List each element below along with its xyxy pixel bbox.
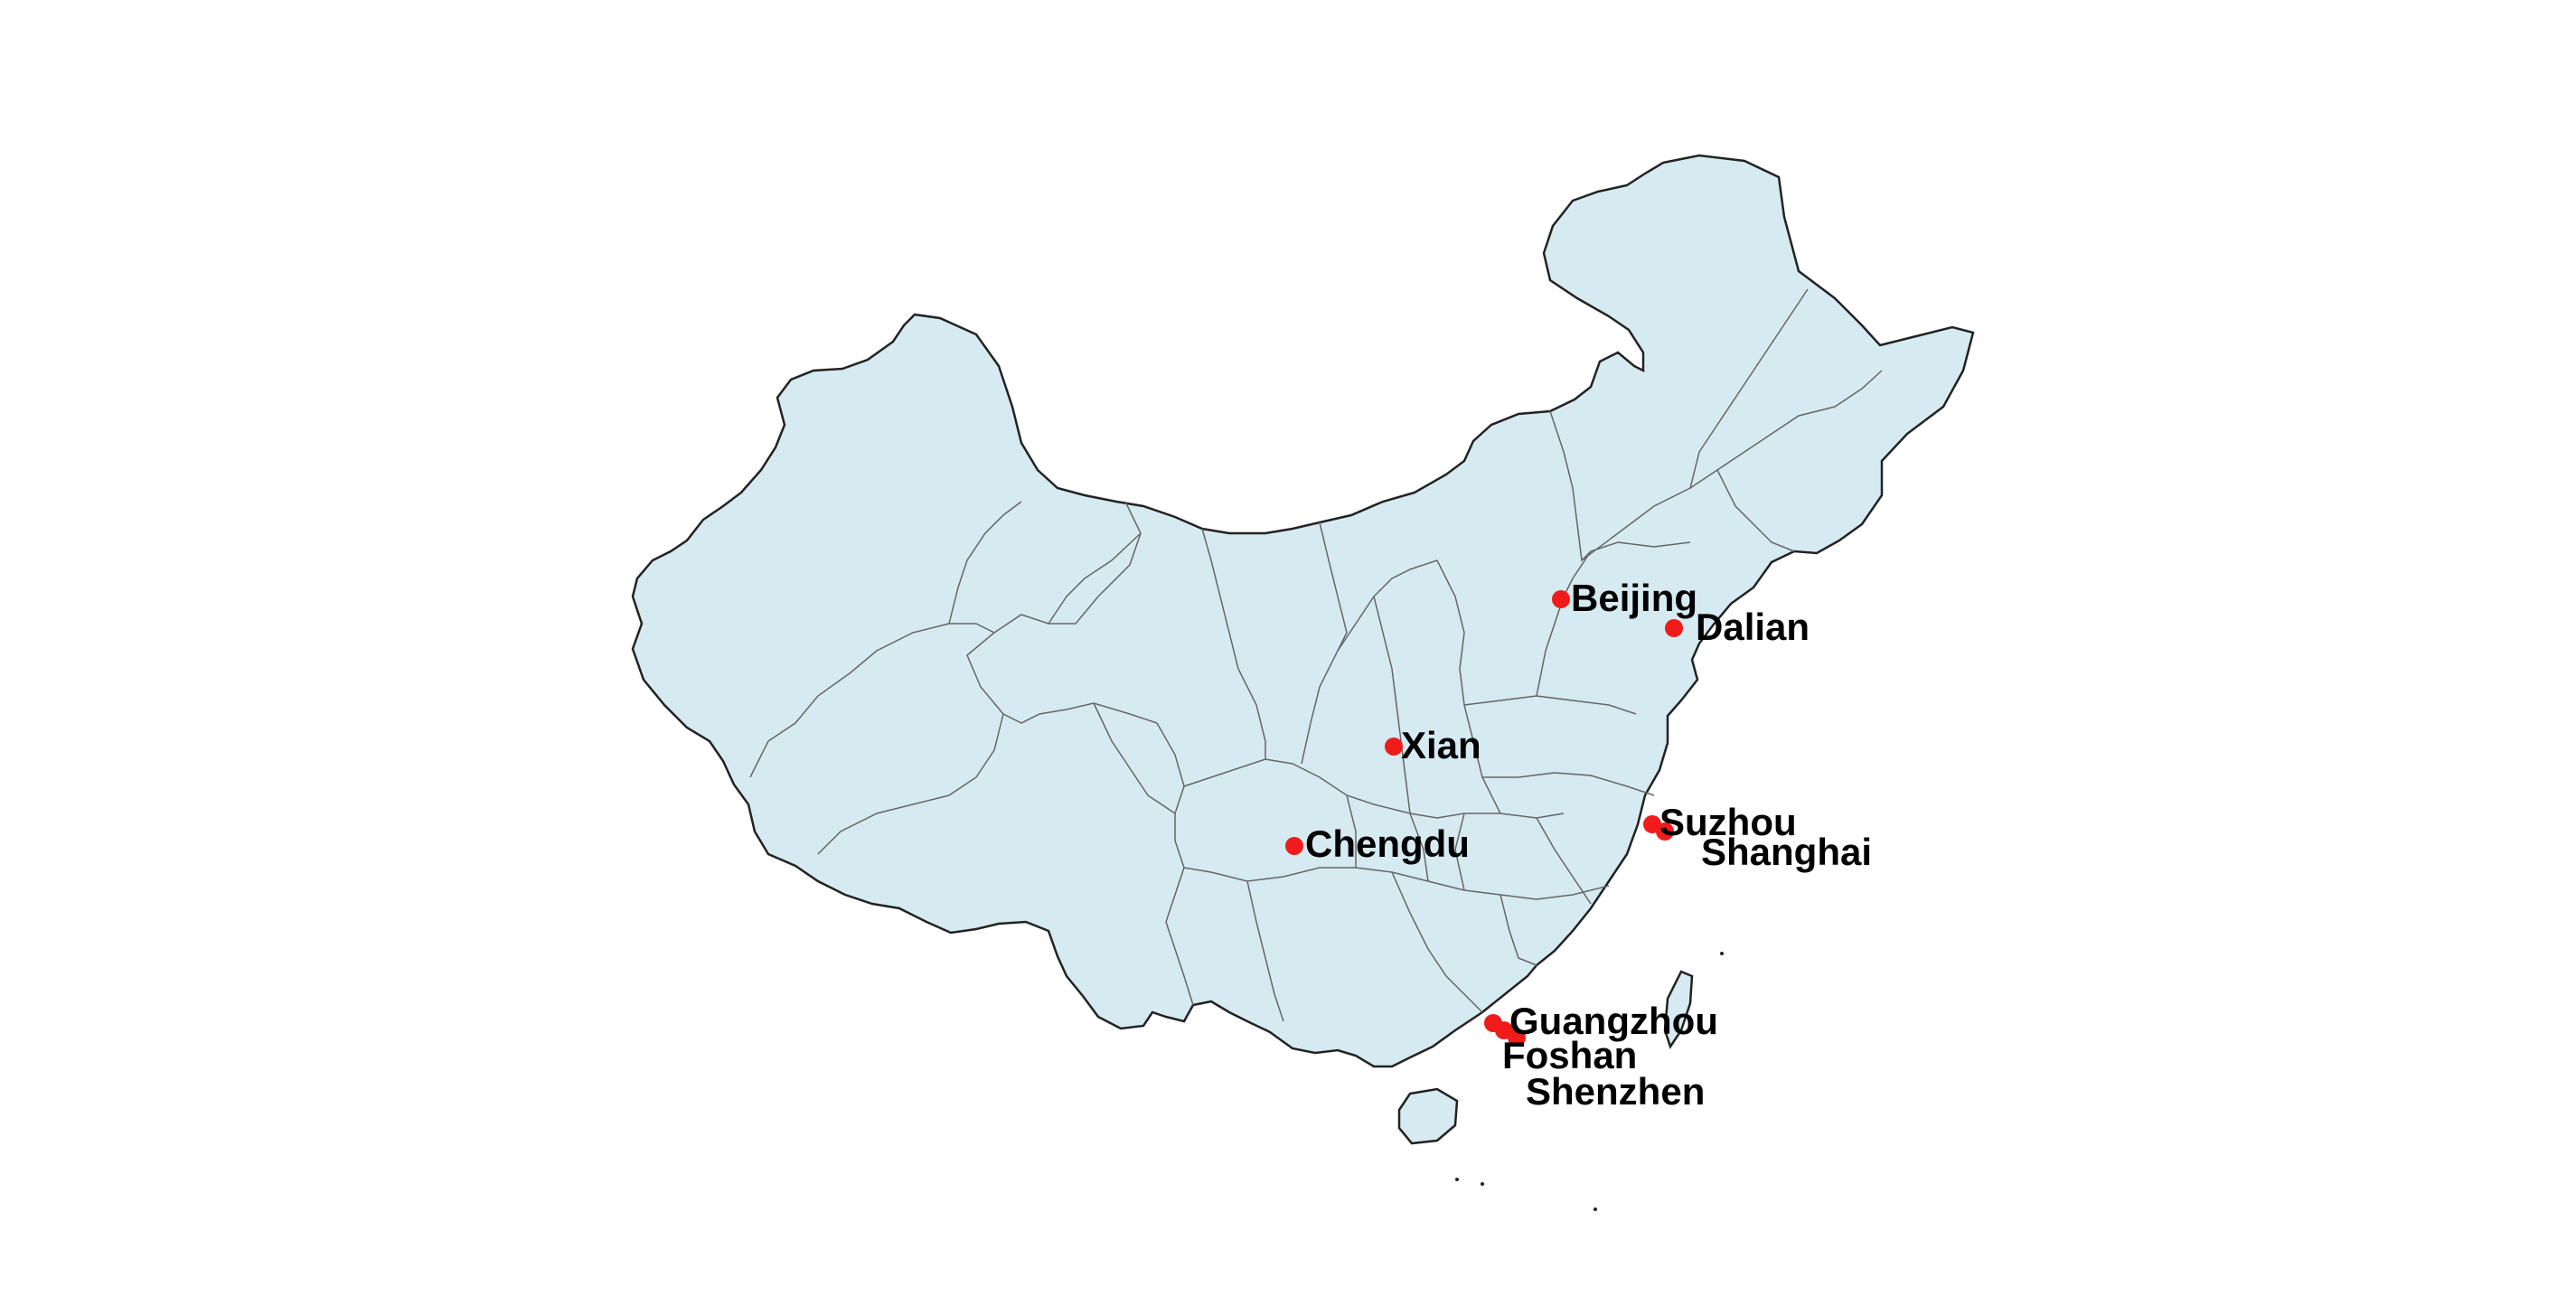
island-dot: [1481, 1182, 1484, 1186]
province-border: [1716, 469, 1795, 552]
province-border: [817, 713, 1004, 855]
province-border: [1409, 813, 1429, 882]
city-marker-xian: [1385, 738, 1403, 756]
country-land: [631, 154, 1975, 1211]
province-borders: [749, 288, 1883, 1022]
city-marker-beijing: [1552, 590, 1570, 608]
province-border: [1048, 532, 1142, 625]
city-marker-shenzhen: [1508, 1029, 1526, 1047]
city-label-foshan: Foshan: [1502, 1034, 1637, 1076]
city-label-shanghai: Shanghai: [1701, 831, 1872, 873]
province-border: [1572, 541, 1691, 579]
province-border: [1093, 702, 1176, 814]
province-border: [1346, 794, 1357, 868]
province-border: [1373, 596, 1411, 814]
province-border: [1436, 559, 1501, 814]
china-mainland-outline: [631, 154, 1975, 1068]
province-border: [1482, 772, 1655, 796]
province-border: [1183, 758, 1565, 819]
province-border: [1536, 578, 1574, 697]
city-label-dalian: Dalian: [1696, 606, 1810, 648]
province-border: [1581, 370, 1883, 561]
island-dot: [1455, 1178, 1459, 1181]
province-border: [1319, 521, 1348, 652]
city-label-suzhou: Suzhou: [1659, 801, 1797, 843]
province-border: [749, 623, 995, 778]
province-border: [1689, 288, 1809, 489]
province-border: [966, 501, 1158, 724]
city-marker-chengdu: [1285, 837, 1303, 855]
province-border: [1463, 695, 1637, 715]
city-marker-shanghai: [1656, 822, 1674, 841]
city-label-guangzhou: Guangzhou: [1509, 1000, 1718, 1042]
province-border: [1454, 813, 1465, 891]
city-marker-dalian: [1665, 619, 1683, 637]
province-border: [1536, 817, 1592, 905]
city-label-xian: Xian: [1401, 724, 1481, 766]
taiwan-island-outline: [1663, 970, 1694, 1049]
city-markers: [1285, 590, 1683, 1047]
province-border: [1301, 559, 1438, 765]
island-dot: [1594, 1207, 1597, 1211]
province-border: [948, 501, 1022, 625]
province-border: [1246, 880, 1284, 1022]
hainan-island-outline: [1397, 1087, 1459, 1145]
city-label-beijing: Beijing: [1571, 577, 1697, 619]
province-border: [1500, 894, 1537, 966]
province-border: [1201, 528, 1266, 759]
city-label-shenzhen: Shenzhen: [1526, 1070, 1705, 1113]
island-dot: [1720, 952, 1724, 955]
province-border: [1391, 871, 1483, 1013]
city-label-chengdu: Chengdu: [1305, 822, 1470, 865]
